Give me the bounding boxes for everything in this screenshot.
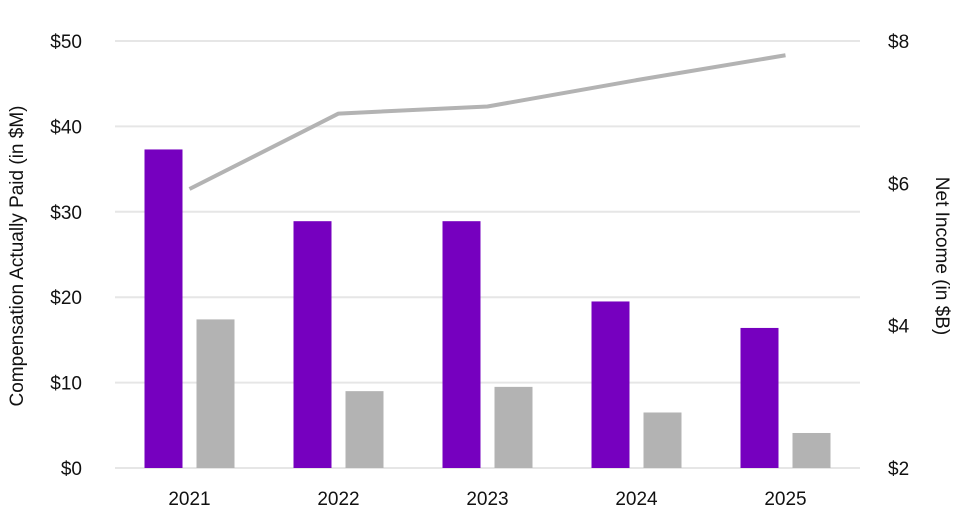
gray-bar bbox=[196, 319, 235, 468]
gridlines bbox=[115, 40, 860, 469]
left-tick-label: $0 bbox=[61, 459, 82, 480]
gray-bar bbox=[792, 432, 831, 468]
x-tick-label: 2022 bbox=[317, 489, 359, 510]
right-tick-label: $4 bbox=[888, 317, 910, 338]
left-tick-label: $10 bbox=[50, 374, 82, 395]
purple-bar bbox=[591, 301, 630, 468]
purple-bar bbox=[442, 221, 481, 468]
left-tick-label: $40 bbox=[50, 117, 82, 138]
purple-bar bbox=[293, 221, 332, 468]
left-tick-label: $50 bbox=[50, 32, 82, 53]
net-income-line-layer bbox=[188, 53, 786, 191]
x-tick-label: 2023 bbox=[466, 489, 508, 510]
right-tick-label: $6 bbox=[888, 174, 909, 195]
x-axis-ticks: 2021 2022 2023 2024 2025 bbox=[168, 489, 806, 510]
left-tick-label: $30 bbox=[50, 203, 82, 224]
y-axis-right-title: Net Income (in $B) bbox=[931, 177, 952, 335]
x-tick-label: 2021 bbox=[168, 489, 210, 510]
right-tick-label: $8 bbox=[888, 32, 909, 53]
bars bbox=[144, 149, 831, 468]
x-tick-label: 2024 bbox=[615, 489, 658, 510]
x-tick-label: 2025 bbox=[764, 489, 806, 510]
left-axis-ticks: $0 $10 $20 $30 $40 $50 bbox=[50, 32, 82, 480]
gray-bar bbox=[345, 391, 384, 468]
net-income-line bbox=[188, 53, 786, 191]
right-tick-label: $2 bbox=[888, 459, 909, 480]
gray-bar bbox=[643, 412, 682, 468]
left-tick-label: $20 bbox=[50, 288, 82, 309]
purple-bar bbox=[144, 149, 183, 468]
y-axis-left-title: Compensation Actually Paid (in $M) bbox=[7, 106, 28, 407]
gray-bar bbox=[494, 386, 533, 468]
purple-bar bbox=[740, 327, 779, 468]
right-axis-ticks: $2 $4 $6 $8 bbox=[888, 32, 910, 480]
